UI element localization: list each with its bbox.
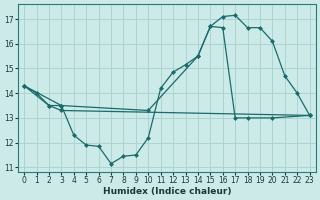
X-axis label: Humidex (Indice chaleur): Humidex (Indice chaleur) (103, 187, 231, 196)
